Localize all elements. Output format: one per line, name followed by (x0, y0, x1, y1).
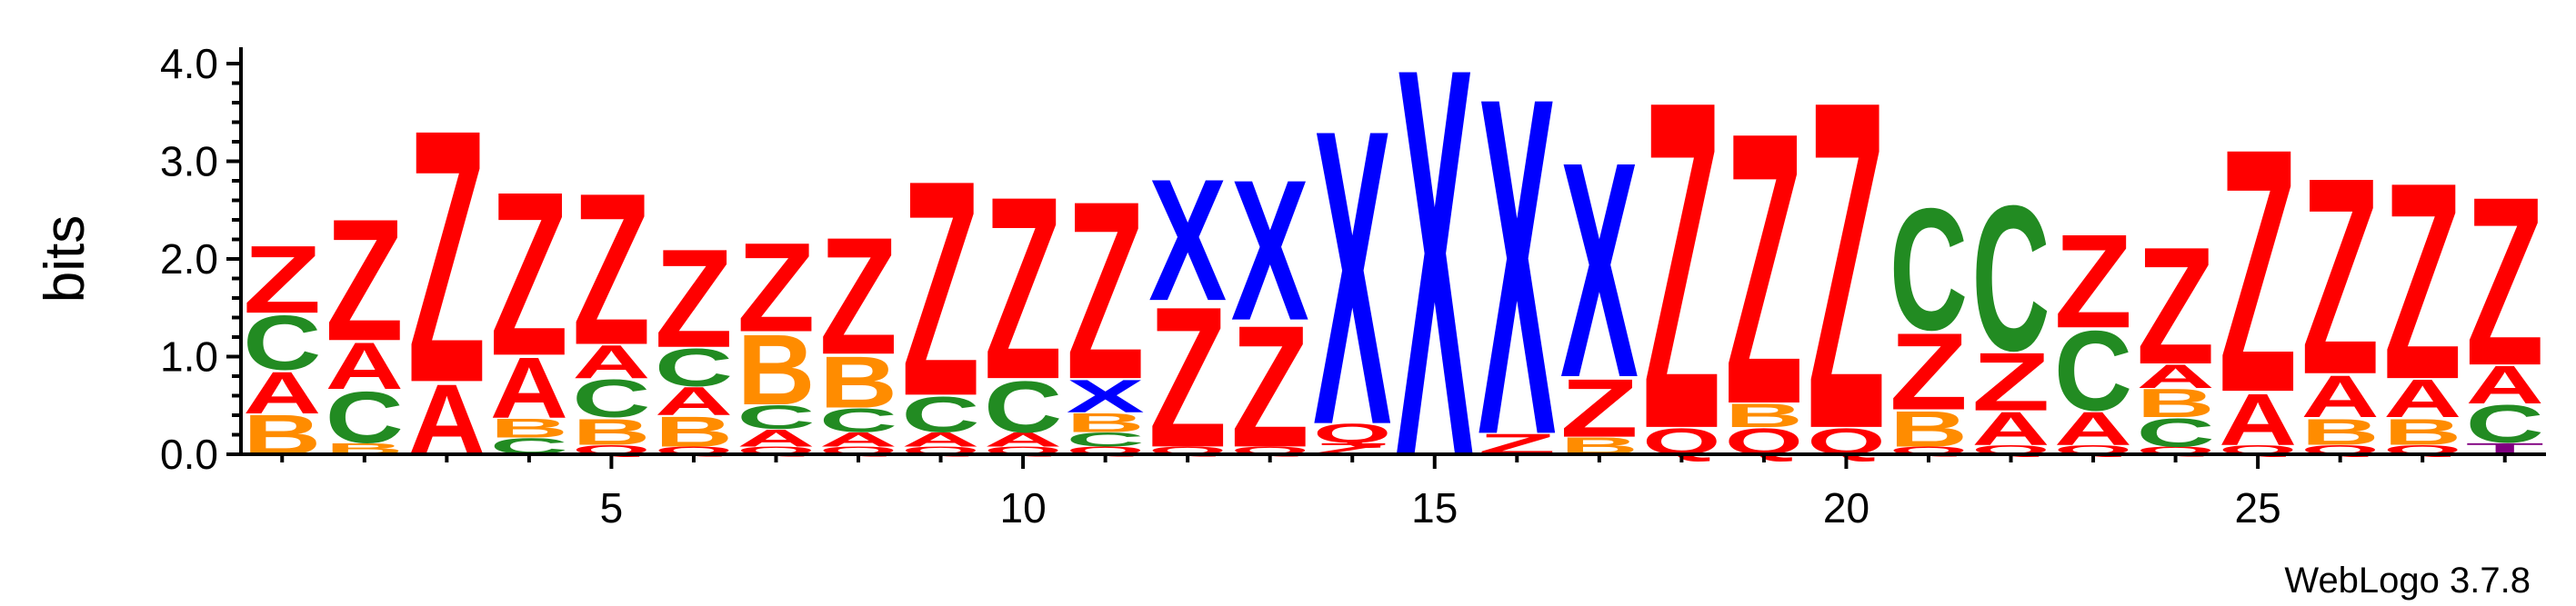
logo-letter-b: B (2301, 411, 2380, 452)
y-tick-label: 4.0 (160, 40, 218, 87)
logo-letter-c: C (1889, 172, 1968, 366)
x-tick-label: 25 (2235, 484, 2281, 531)
logo-letter-b: B (1067, 408, 1145, 438)
logo-letter-z: Z (1807, 5, 1885, 528)
logo-letter-a: A (326, 328, 404, 403)
logo-letter-c: C (902, 386, 980, 443)
logo-letter-b: B (819, 341, 897, 423)
logo-letter-x: X (1231, 139, 1309, 363)
logo-letter-z: Z (1231, 289, 1309, 483)
logo-letter-b: B (572, 411, 650, 452)
logo-letter-z: Z (407, 55, 486, 459)
y-axis-label: bits (34, 215, 96, 303)
logo-letter-b: B (655, 408, 733, 456)
x-tick-label: 15 (1411, 484, 1458, 531)
y-tick-label: 1.0 (160, 333, 218, 381)
logo-letter-a: A (819, 429, 897, 452)
logo-letter-z: Z (819, 203, 897, 390)
logo-letter-z: Z (1067, 148, 1145, 432)
logo-letter-x: X (1396, 0, 1475, 572)
logo-letter-c: C (1067, 429, 1145, 452)
y-ticks: 0.0 1.0 2.0 3.0 4.0 (160, 40, 241, 478)
logo-letter-b: B (1725, 396, 1803, 433)
logo-letter-b: B (737, 314, 815, 426)
x-tick-label: 20 (1823, 484, 1869, 531)
y-tick-label: 2.0 (160, 235, 218, 283)
logo-letter-x: X (1148, 143, 1227, 338)
logo-letter-a: A (490, 339, 568, 436)
logo-letter-z: Z (1972, 336, 2050, 429)
x-tick-label: 10 (1000, 484, 1047, 531)
logo-letter-a: A (2054, 402, 2132, 454)
logo-letter-a: A (2219, 378, 2297, 461)
logo-letter-a: A (243, 360, 321, 427)
logo-letter-c: C (2466, 394, 2544, 454)
logo-letter-z: Z (984, 142, 1062, 433)
logo-letter-b: B (2137, 382, 2215, 426)
logo-letter-q: Q (1313, 419, 1391, 449)
logo-letter-z: Z (326, 183, 404, 377)
logo-letter-x: X (1067, 370, 1145, 422)
logo-letter-c: C (2137, 411, 2215, 455)
y-tick-label: 3.0 (160, 138, 218, 185)
logo-letter-c: C (655, 337, 733, 397)
logo-letter-z: Z (1889, 310, 1968, 432)
logo-letter-z: Z (655, 221, 733, 378)
logo-letter-z: Z (2466, 146, 2544, 415)
logo-letter-c: C (737, 399, 815, 436)
logo-letter-x: X (1313, 43, 1392, 513)
logo-letter-z: Z (737, 216, 815, 359)
logo-letter-z: Z (902, 116, 980, 461)
logo-letter-z: Z (1642, 5, 1720, 528)
logo-letter-c: C (2054, 307, 2132, 434)
x-ticks: 5 10 15 20 25 (280, 454, 2507, 531)
logo-letter-a: A (655, 380, 733, 424)
logo-letter-z: Z (1148, 265, 1227, 490)
logo-letter-b: B (2383, 411, 2461, 452)
y-tick-label: 0.0 (160, 431, 218, 478)
logo-letter-z: Z (490, 144, 568, 405)
logo-letter-z: Z (243, 226, 321, 333)
logo-letter-b: B (1889, 401, 1968, 458)
logo-letter-x: X (1478, 0, 1557, 535)
logo-letter-a: A (1972, 402, 2050, 454)
logo-letter-c: C (326, 376, 404, 459)
logo-letter-c: C (243, 299, 321, 386)
logo-letter-a: A (572, 336, 650, 388)
weblogo-credit: WebLogo 3.7.8 (2284, 561, 2531, 601)
logo-letter-a: A (2137, 357, 2215, 394)
logo-letter-a: A (2383, 369, 2461, 429)
logo-letter-z: Z (2054, 206, 2132, 356)
logo-letter-z: Z (572, 148, 650, 391)
logo-letter-z: Z (2301, 118, 2380, 432)
logo-letter-z: Z (1725, 53, 1803, 486)
logo-letter-c: C (819, 402, 897, 439)
logo-letter-z: Z (2383, 124, 2461, 438)
logo-letter-c: C (984, 365, 1062, 448)
x-tick-label: 5 (600, 484, 624, 531)
logo-letter-x: X (1560, 99, 1639, 442)
logo-letter-z: Z (2219, 77, 2297, 465)
logo-letter-a: A (737, 425, 815, 452)
logo-letter-z: Z (1560, 363, 1639, 455)
logo-letter-a: A (984, 429, 1062, 452)
axes (239, 47, 2546, 456)
logo-letter-c: C (1972, 162, 2050, 394)
logo-letter-a: A (2301, 363, 2380, 431)
logo-letter-a: A (2466, 355, 2544, 415)
logo-letter-a: A (902, 429, 980, 452)
logo-letter-c: C (572, 369, 650, 429)
logo-letter-b: B (490, 413, 568, 443)
logo-letter-z: Z (2137, 213, 2215, 400)
